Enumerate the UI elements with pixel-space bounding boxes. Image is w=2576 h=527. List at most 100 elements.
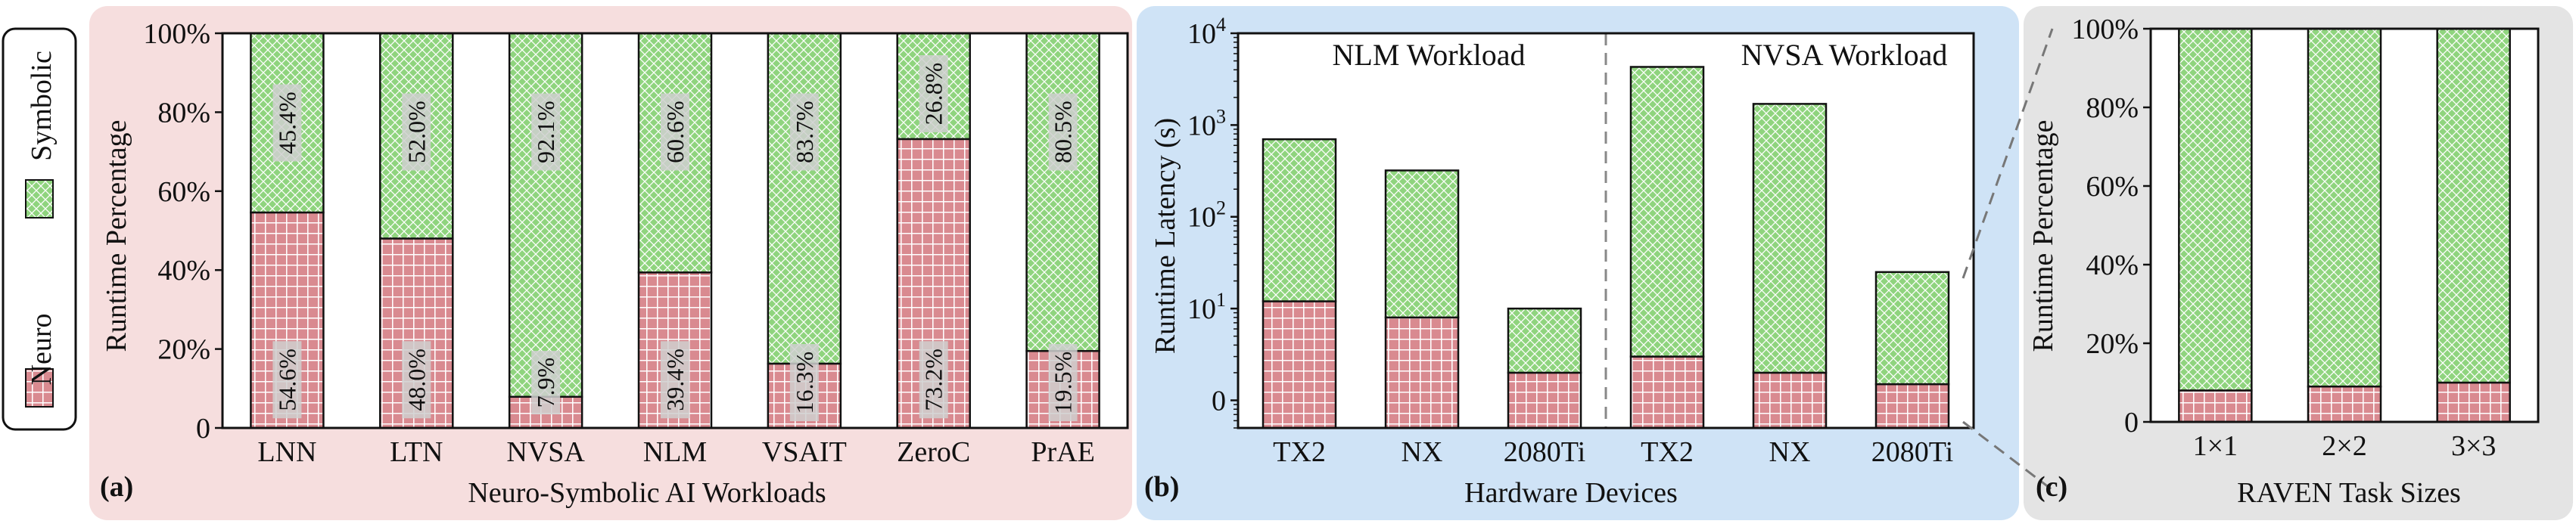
x-tick-label: PrAE	[1031, 436, 1094, 468]
data-label-neuro: 16.3%	[791, 352, 818, 414]
bar-neuro-2080Ti-5	[1874, 383, 1950, 429]
data-label-neuro: 48.0%	[403, 349, 430, 411]
bar-neuro-2×2	[2307, 385, 2382, 423]
bar-symbolic-2080Ti-5	[1874, 271, 1950, 386]
bar-symbolic-PrAE	[1025, 32, 1100, 352]
y-tick-label: 100%	[143, 18, 210, 50]
plot-border	[1237, 32, 1975, 429]
bar-symbolic-NX-4	[1752, 103, 1828, 374]
x-tick-label: NVSA	[506, 436, 585, 468]
data-label-symbolic-box	[272, 84, 302, 162]
data-label-symbolic: 26.8%	[920, 63, 947, 126]
plot-border	[221, 32, 1129, 429]
data-label-symbolic: 80.5%	[1050, 101, 1077, 163]
data-label-symbolic-box	[661, 93, 689, 171]
data-label-symbolic: 52.0%	[403, 101, 430, 163]
bar-symbolic-TX2-0	[1262, 138, 1337, 302]
legend-neuro-swatch	[25, 368, 54, 408]
y-tick-label: 40%	[2086, 250, 2139, 281]
data-label-neuro: 54.6%	[273, 349, 300, 411]
y-tick-label: 0	[2124, 407, 2139, 439]
panel-c-label: (c)	[2036, 471, 2067, 503]
bar-symbolic-NX-1	[1384, 169, 1460, 319]
x-tick-label: TX2	[1273, 436, 1326, 468]
data-label-neuro-box	[661, 341, 689, 419]
y-tick-label: 0	[1212, 385, 1226, 417]
zoom-connector-top	[1962, 28, 2054, 279]
chart-c: 0 20% 40% 60% 80% 100% 1×1 2×2 3×3	[2071, 14, 2540, 462]
x-tick-label: NLM	[643, 436, 707, 468]
data-label-neuro: 39.4%	[661, 349, 689, 411]
panel-b-ylabel: Runtime Latency (s)	[1150, 118, 1181, 354]
chart-b: 0 101 102 103 104 TX2 NX 2080Ti TX2 NX 2080Ti	[1187, 14, 1975, 468]
bar-neuro-2080Ti-2	[1507, 371, 1582, 429]
x-tick-label: LNN	[257, 436, 316, 468]
x-tick-label: 1×1	[2193, 430, 2238, 462]
legend-symbolic-label: Symbolic	[26, 51, 58, 161]
legend-symbolic-swatch	[25, 179, 54, 219]
data-label-neuro-box	[531, 351, 561, 414]
data-label-symbolic: 92.1%	[532, 101, 559, 163]
bar-neuro-NX-1	[1384, 316, 1460, 429]
bar-neuro-1×1	[2178, 389, 2253, 423]
x-tick-label: TX2	[1641, 436, 1694, 468]
panel-a-ylabel: Runtime Percentage	[101, 119, 132, 352]
panel-b-label: (b)	[1144, 471, 1179, 503]
bar-symbolic-2080Ti-2	[1507, 307, 1582, 374]
bar-symbolic-VSAIT	[767, 32, 842, 365]
x-tick-label: 2080Ti	[1871, 436, 1953, 468]
x-tick-label: VSAIT	[762, 436, 847, 468]
panel-c-xlabel: RAVEN Task Sizes	[2237, 477, 2461, 509]
bar-symbolic-1×1	[2178, 27, 2253, 392]
y-tick-label: 100%	[2071, 14, 2139, 45]
data-label-symbolic-box	[1048, 93, 1078, 171]
panel-b-xlabel: Hardware Devices	[1464, 477, 1678, 509]
x-tick-label: 2080Ti	[1504, 436, 1585, 468]
bar-symbolic-TX2-3	[1629, 66, 1705, 358]
data-label-neuro: 73.2%	[920, 349, 947, 411]
data-label-symbolic: 83.7%	[791, 101, 818, 163]
x-tick-label: ZeroC	[897, 436, 970, 468]
y-tick-label: 60%	[157, 176, 210, 208]
y-tick-label: 103	[1187, 105, 1226, 141]
x-tick-label: 2×2	[2322, 430, 2366, 462]
y-tick-label: 102	[1187, 197, 1226, 234]
data-label-symbolic-box	[789, 93, 819, 171]
data-label-neuro-box	[272, 341, 302, 419]
y-tick-label: 104	[1187, 14, 1226, 50]
x-tick-label: LTN	[390, 436, 443, 468]
data-label-symbolic: 45.4%	[273, 91, 300, 154]
y-tick-label: 20%	[157, 334, 210, 366]
bar-symbolic-NVSA	[508, 32, 583, 398]
group-label-nlm: NLM Workload	[1333, 38, 1526, 72]
group-label-nvsa: NVSA Workload	[1741, 38, 1948, 72]
panel-c-ylabel: Runtime Percentage	[2027, 119, 2059, 352]
x-tick-label: NX	[1402, 436, 1443, 468]
y-tick-label: 60%	[2086, 171, 2139, 203]
data-label-symbolic: 60.6%	[661, 101, 689, 163]
panel-a-xlabel: Neuro-Symbolic AI Workloads	[468, 477, 826, 509]
data-label-neuro: 19.5%	[1050, 352, 1077, 414]
data-label-symbolic-box	[531, 93, 561, 171]
bar-symbolic-2×2	[2307, 27, 2382, 388]
legend-neuro-label: Neuro	[26, 314, 58, 386]
data-label-symbolic-box	[919, 55, 948, 132]
chart-a: 0 20% 40% 60% 80% 100% LNN 45.4% 54.6% LTN 52.0% 48…	[143, 18, 1129, 468]
bar-symbolic-3×3	[2436, 27, 2511, 384]
data-label-symbolic-box	[402, 93, 431, 171]
bar-neuro-NX-4	[1752, 371, 1828, 429]
data-label-neuro: 7.9%	[532, 358, 559, 408]
bar-neuro-3×3	[2436, 381, 2511, 423]
bar-neuro-TX2-0	[1262, 300, 1337, 429]
bar-neuro-TX2-3	[1629, 355, 1705, 429]
y-tick-label: 80%	[2086, 92, 2139, 124]
y-tick-label: 101	[1187, 289, 1226, 325]
legend-frame	[2, 27, 77, 431]
y-tick-label: 20%	[2086, 328, 2139, 360]
data-label-neuro-box	[1048, 344, 1078, 421]
y-tick-label: 40%	[157, 255, 210, 287]
y-tick-label: 0	[196, 413, 210, 445]
x-tick-label: NX	[1769, 436, 1811, 468]
y-tick-label: 80%	[157, 97, 210, 129]
